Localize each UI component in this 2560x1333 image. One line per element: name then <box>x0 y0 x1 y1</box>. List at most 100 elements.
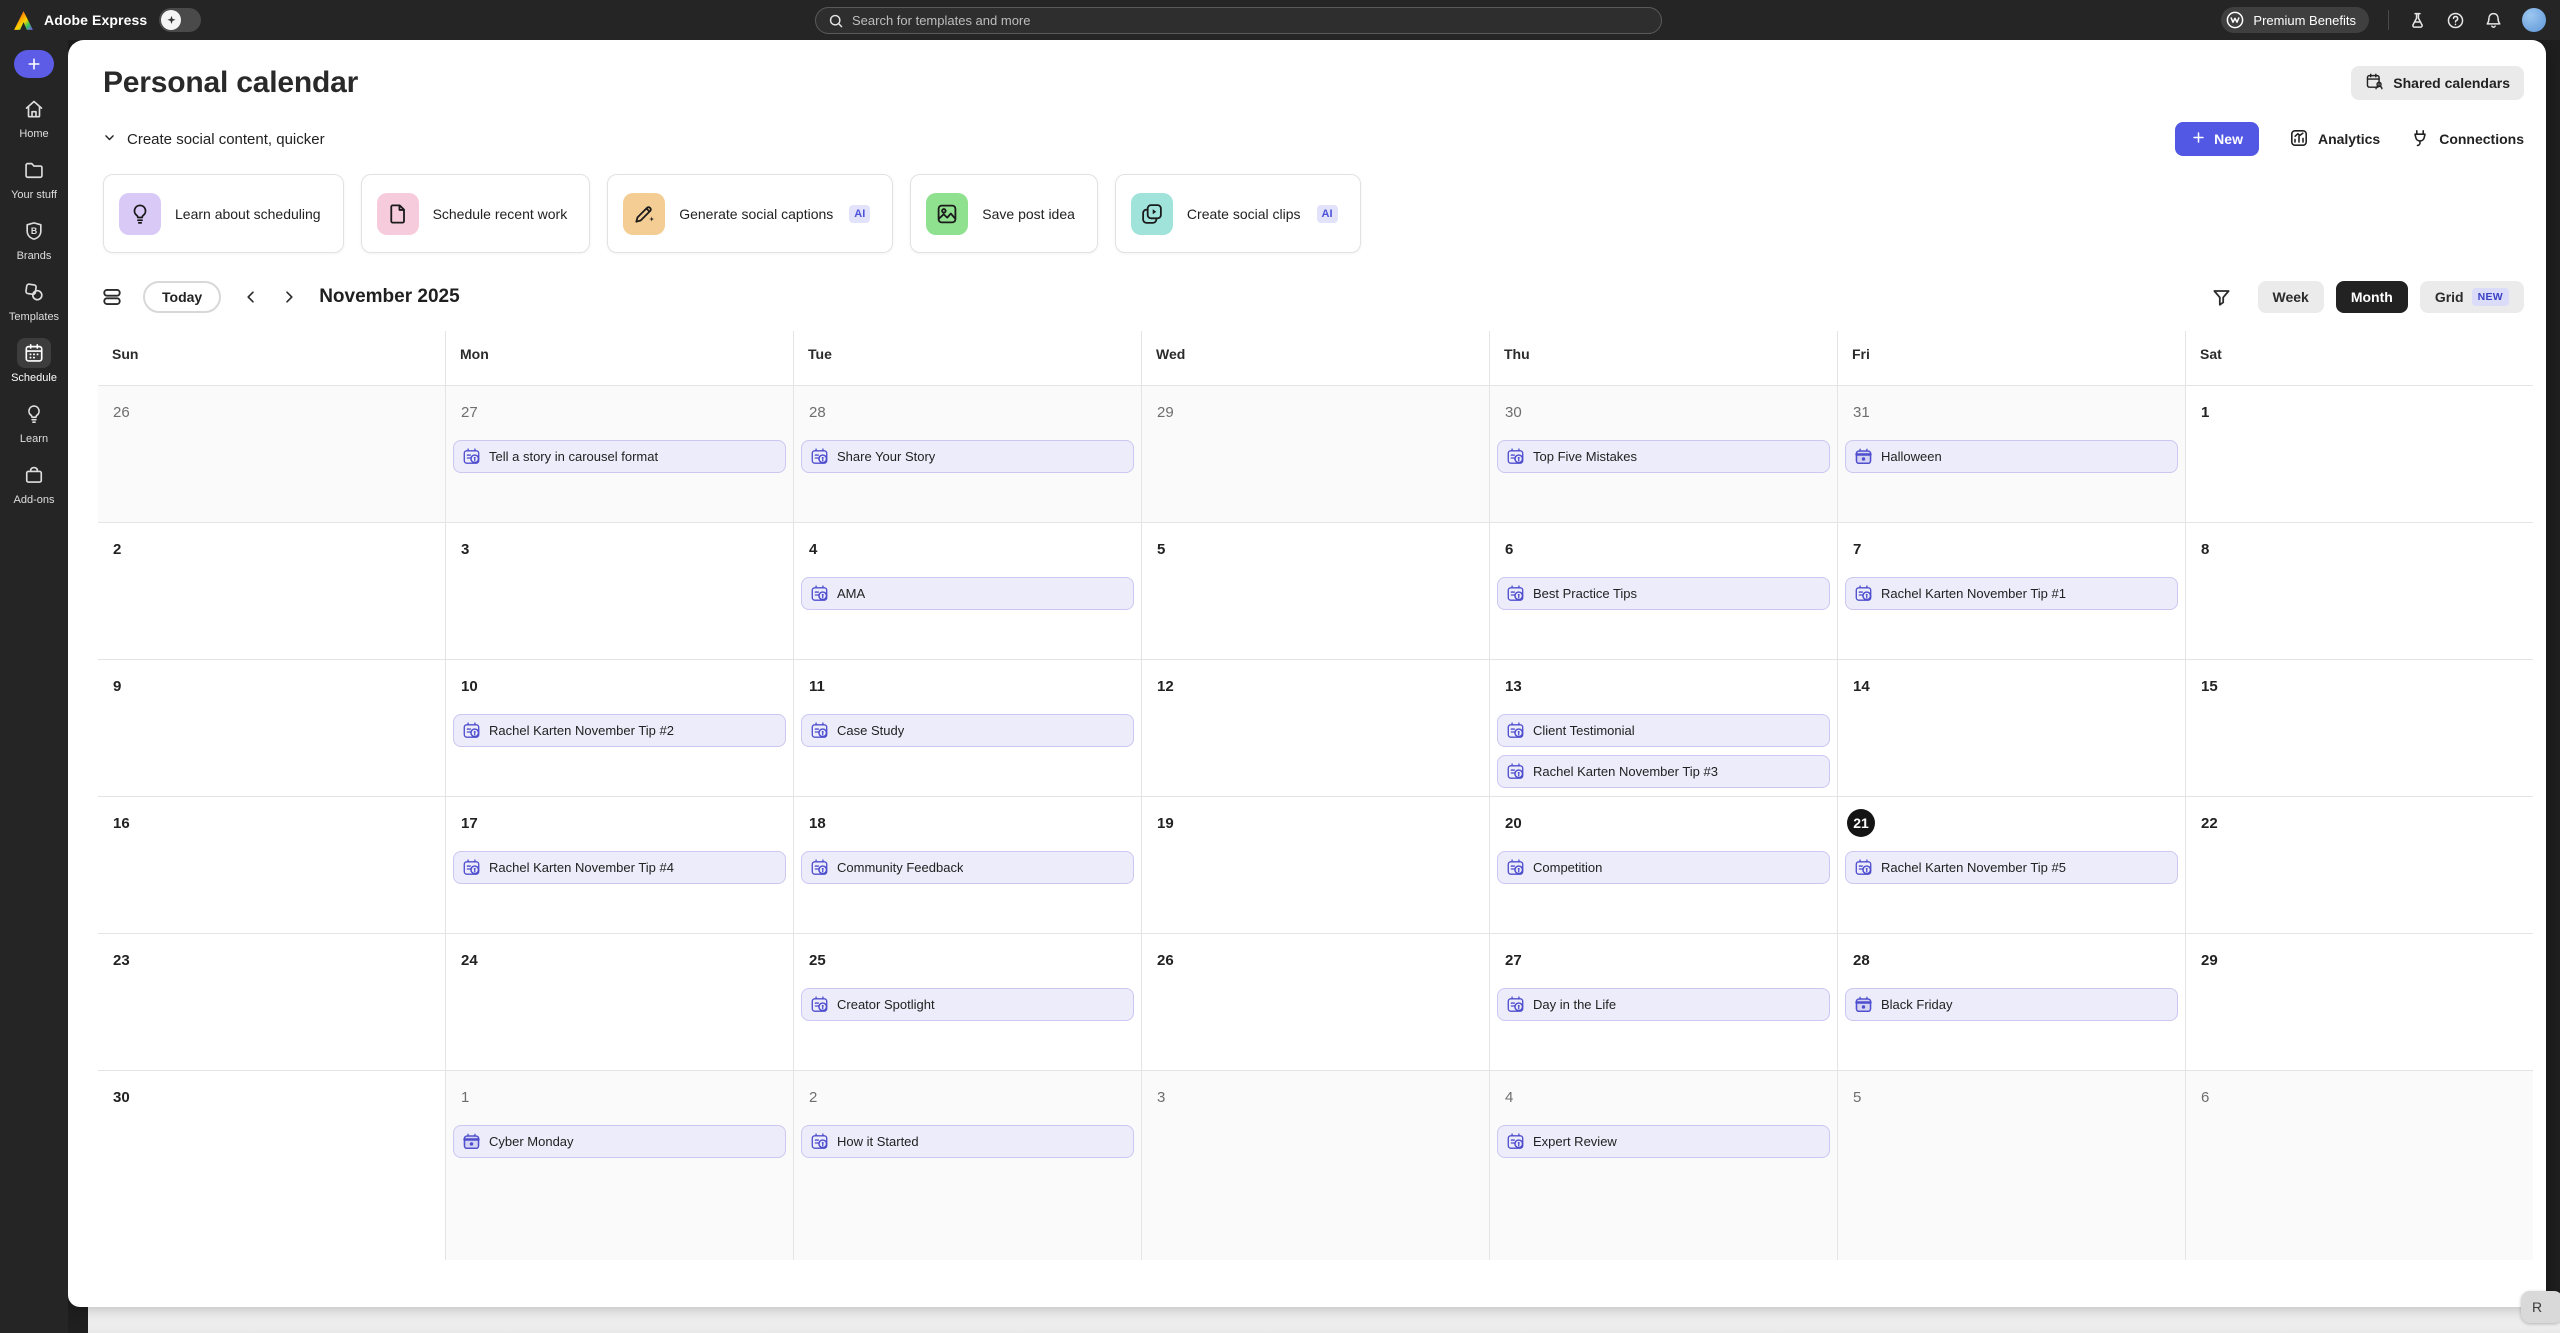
month-view-button[interactable]: Month <box>2335 281 2408 313</box>
calendar-event[interactable]: Halloween <box>1845 440 2178 473</box>
calendar-day-cell[interactable]: 20 Competition <box>1489 797 1837 933</box>
calendar-event[interactable]: Client Testimonial <box>1497 714 1830 747</box>
calendar-event[interactable]: Top Five Mistakes <box>1497 440 1830 473</box>
calendar-day-cell[interactable]: 11 Case Study <box>793 660 1141 796</box>
calendar-event[interactable]: Tell a story in carousel format <box>453 440 786 473</box>
calendar-day-cell[interactable]: 7 Rachel Karten November Tip #1 <box>1837 523 2185 659</box>
sidebar-item-your-stuff[interactable]: Your stuff <box>1 155 67 201</box>
calendar-day-cell[interactable]: 1 <box>2185 386 2533 522</box>
calendar-day-cell[interactable]: 28 Share Your Story <box>793 386 1141 522</box>
calendar-day-cell[interactable]: 27 Tell a story in carousel format <box>445 386 793 522</box>
quick-action-card[interactable]: Create social clips AI <box>1114 174 1361 253</box>
agenda-view-icon[interactable] <box>101 286 123 308</box>
previous-month-button[interactable] <box>243 289 259 305</box>
calendar-day-cell[interactable]: 5 <box>1837 1071 2185 1260</box>
search-input[interactable] <box>852 13 1649 28</box>
calendar-event[interactable]: Case Study <box>801 714 1134 747</box>
calendar-day-cell[interactable]: 3 <box>1141 1071 1489 1260</box>
edge-tab[interactable]: R <box>2521 1291 2560 1323</box>
calendar-day-cell[interactable]: 4 AMA <box>793 523 1141 659</box>
calendar-day-cell[interactable]: 1 Cyber Monday <box>445 1071 793 1260</box>
date-number: 15 <box>2201 677 2218 695</box>
sidebar-item-brands[interactable]: B Brands <box>1 216 67 262</box>
sidebar-item-templates[interactable]: Templates <box>1 277 67 323</box>
calendar-day-cell[interactable]: 12 <box>1141 660 1489 796</box>
connections-button[interactable]: Connections <box>2410 128 2524 151</box>
calendar-event[interactable]: Creator Spotlight <box>801 988 1134 1021</box>
search-bar[interactable] <box>815 7 1662 34</box>
calendar-day-cell[interactable]: 26 <box>1141 934 1489 1070</box>
quick-action-card[interactable]: Schedule recent work <box>360 174 591 253</box>
filter-icon[interactable] <box>2211 287 2232 308</box>
calendar-event[interactable]: Rachel Karten November Tip #1 <box>1845 577 2178 610</box>
calendar-day-cell[interactable]: 8 <box>2185 523 2533 659</box>
calendar-day-cell[interactable]: 30 Top Five Mistakes <box>1489 386 1837 522</box>
calendar-event[interactable]: How it Started <box>801 1125 1134 1158</box>
calendar-day-cell[interactable]: 9 <box>98 660 445 796</box>
calendar-event[interactable]: Rachel Karten November Tip #4 <box>453 851 786 884</box>
calendar-event[interactable]: Rachel Karten November Tip #2 <box>453 714 786 747</box>
calendar-event[interactable]: Share Your Story <box>801 440 1134 473</box>
new-post-button[interactable]: New <box>2175 122 2259 156</box>
calendar-day-cell[interactable]: 15 <box>2185 660 2533 796</box>
calendar-day-cell[interactable]: 27 Day in the Life <box>1489 934 1837 1070</box>
week-view-button[interactable]: Week <box>2257 281 2324 313</box>
create-new-button[interactable] <box>14 50 54 78</box>
notifications-icon[interactable] <box>2484 11 2503 30</box>
calendar-day-cell[interactable]: 13 Client Testimonial Rachel Karten Novemb… <box>1489 660 1837 796</box>
analytics-button[interactable]: Analytics <box>2289 128 2380 151</box>
next-month-button[interactable] <box>281 289 297 305</box>
today-button[interactable]: Today <box>143 281 222 313</box>
calendar-day-cell[interactable]: 2 How it Started <box>793 1071 1141 1260</box>
sidebar-item-add-ons[interactable]: Add-ons <box>1 460 67 506</box>
calendar-day-cell[interactable]: 2 <box>98 523 445 659</box>
calendar-day-cell[interactable]: 6 Best Practice Tips <box>1489 523 1837 659</box>
sidebar-item-schedule[interactable]: Schedule <box>1 338 67 384</box>
calendar-day-cell[interactable]: 6 <box>2185 1071 2533 1260</box>
sidebar-item-learn[interactable]: Learn <box>1 399 67 445</box>
calendar-event[interactable]: Black Friday <box>1845 988 2178 1021</box>
calendar-day-cell[interactable]: 30 <box>98 1071 445 1260</box>
grid-view-button[interactable]: Grid NEW <box>2419 281 2524 313</box>
calendar-day-cell[interactable]: 28 Black Friday <box>1837 934 2185 1070</box>
calendar-day-cell[interactable]: 31 Halloween <box>1837 386 2185 522</box>
calendar-day-cell[interactable]: 21 Rachel Karten November Tip #5 <box>1837 797 2185 933</box>
calendar-day-cell[interactable]: 14 <box>1837 660 2185 796</box>
calendar-day-cell[interactable]: 18 Community Feedback <box>793 797 1141 933</box>
calendar-event[interactable]: Competition <box>1497 851 1830 884</box>
calendar-day-cell[interactable]: 23 <box>98 934 445 1070</box>
calendar-day-cell[interactable]: 29 <box>1141 386 1489 522</box>
labs-icon[interactable] <box>2408 11 2427 30</box>
calendar-event[interactable]: Cyber Monday <box>453 1125 786 1158</box>
calendar-event[interactable]: AMA <box>801 577 1134 610</box>
calendar-day-cell[interactable]: 17 Rachel Karten November Tip #4 <box>445 797 793 933</box>
user-avatar[interactable] <box>2522 8 2546 32</box>
calendar-event[interactable]: Rachel Karten November Tip #5 <box>1845 851 2178 884</box>
calendar-event[interactable]: Day in the Life <box>1497 988 1830 1021</box>
shared-calendars-button[interactable]: Shared calendars <box>2351 66 2524 100</box>
quick-action-card[interactable]: Generate social captions AI <box>607 174 894 253</box>
premium-benefits-button[interactable]: Premium Benefits <box>2221 7 2369 33</box>
sidebar-item-home[interactable]: Home <box>1 94 67 140</box>
calendar-day-cell[interactable]: 4 Expert Review <box>1489 1071 1837 1260</box>
quick-actions-toggle[interactable] <box>159 8 202 32</box>
calendar-day-cell[interactable]: 3 <box>445 523 793 659</box>
event-label: Share Your Story <box>837 449 936 464</box>
calendar-day-cell[interactable]: 16 <box>98 797 445 933</box>
calendar-day-cell[interactable]: 29 <box>2185 934 2533 1070</box>
calendar-event[interactable]: Expert Review <box>1497 1125 1830 1158</box>
help-icon[interactable] <box>2446 11 2465 30</box>
calendar-day-cell[interactable]: 5 <box>1141 523 1489 659</box>
calendar-day-cell[interactable]: 26 <box>98 386 445 522</box>
calendar-event[interactable]: Community Feedback <box>801 851 1134 884</box>
calendar-day-cell[interactable]: 25 Creator Spotlight <box>793 934 1141 1070</box>
calendar-day-cell[interactable]: 19 <box>1141 797 1489 933</box>
calendar-event[interactable]: Best Practice Tips <box>1497 577 1830 610</box>
quick-action-card[interactable]: Save post idea <box>910 174 1098 253</box>
calendar-day-cell[interactable]: 10 Rachel Karten November Tip #2 <box>445 660 793 796</box>
section-collapse-toggle[interactable]: Create social content, quicker <box>103 131 325 148</box>
calendar-event[interactable]: Rachel Karten November Tip #3 <box>1497 755 1830 788</box>
calendar-day-cell[interactable]: 22 <box>2185 797 2533 933</box>
calendar-day-cell[interactable]: 24 <box>445 934 793 1070</box>
quick-action-card[interactable]: Learn about scheduling <box>103 174 344 253</box>
